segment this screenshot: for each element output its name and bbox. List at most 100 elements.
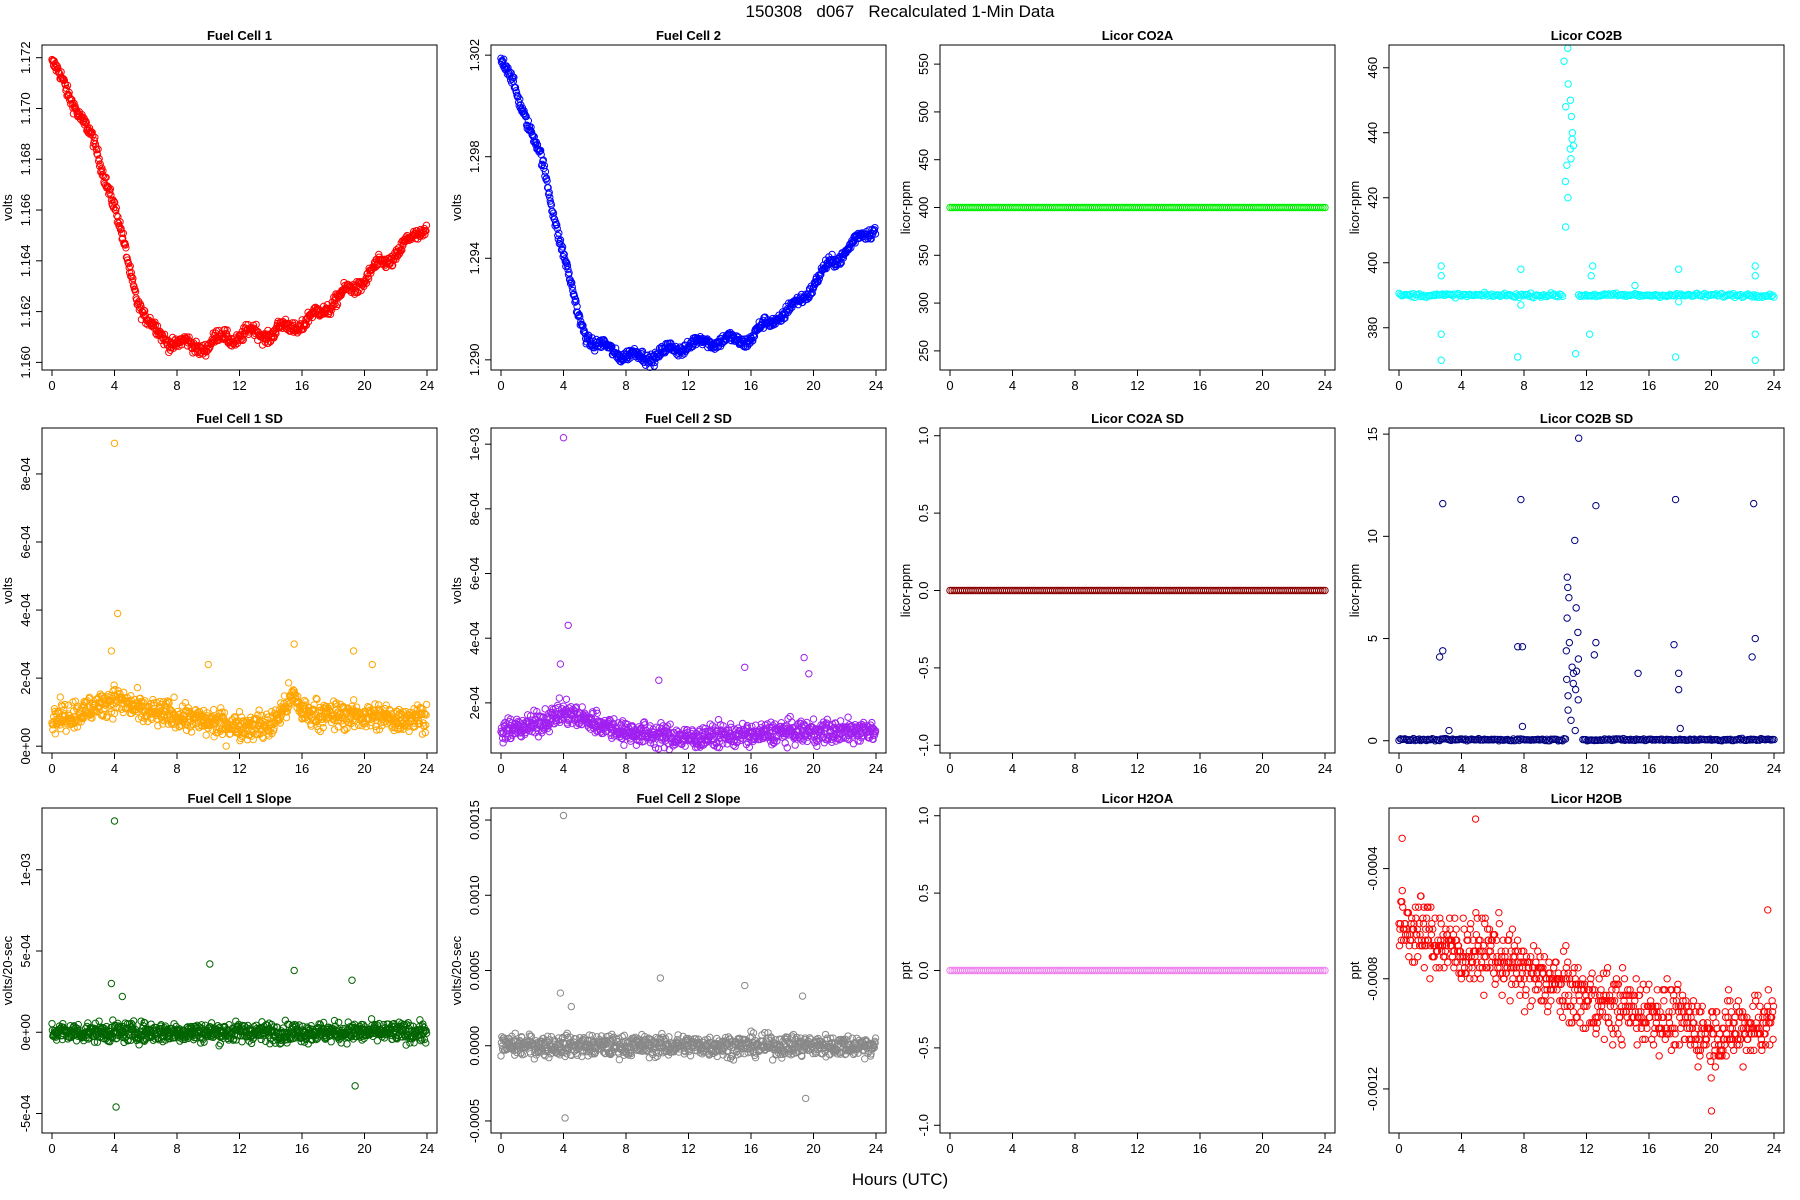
data-point [389,261,397,269]
y-axis-label: licor-ppm [898,564,913,617]
y-tick-label: 1.160 [18,346,33,379]
data-point [1563,614,1571,622]
x-tick-label: 16 [1193,761,1207,776]
y-axis-label: volts [0,194,15,221]
data-point [202,731,210,739]
data-point [502,62,511,70]
data-point [1751,634,1759,643]
data-point [125,263,133,272]
data-point [1567,155,1575,163]
y-tick-label: 5e-04 [18,934,33,967]
y-tick-label: 550 [916,53,931,75]
data-point [1435,653,1444,661]
data-point [349,647,358,655]
data-point [146,313,154,322]
x-tick-label: 12 [232,1141,246,1156]
data-point [421,230,429,239]
data-point [534,733,543,741]
data-point [128,273,136,281]
y-axis-label: volts [0,577,15,604]
data-point [569,290,578,299]
data-point [1574,655,1583,663]
data-point [1567,716,1575,724]
data-point [65,88,73,97]
data-point [568,279,576,287]
data-point [572,297,580,306]
x-tick-label: 20 [357,1141,371,1156]
data-point [94,145,102,153]
data-point [1562,647,1571,655]
panel-title: Fuel Cell 1 Slope [187,791,291,806]
data-point [1589,262,1597,270]
y-tick-label: 0e+00 [18,1014,33,1051]
data-point [809,715,818,723]
data-point [1571,536,1579,545]
x-tick-label: 24 [1767,761,1781,776]
data-point [1564,44,1572,52]
x-tick-label: 20 [1255,378,1269,393]
data-point [1565,638,1574,647]
x-tick-label: 8 [1520,378,1527,393]
data-point [1571,726,1579,735]
data-point [112,206,120,215]
x-tick-label: 16 [1193,378,1207,393]
data-point [329,301,337,309]
y-tick-label: 4e-04 [467,622,482,655]
x-tick-label: 16 [1642,761,1656,776]
data-point [362,279,371,287]
data-point [568,283,576,291]
y-axis-label: volts [449,577,464,604]
data-point [122,244,130,252]
x-tick-label: 8 [1520,761,1527,776]
data-point [1587,272,1595,280]
data-point [1439,647,1447,655]
y-tick-label: 0.5 [916,504,931,522]
x-tick-label: 24 [869,761,883,776]
data-point [327,306,336,314]
panel-title: Fuel Cell 1 [207,28,272,43]
x-tick-label: 20 [806,378,820,393]
data-point [1567,112,1576,121]
data-point [836,717,845,725]
data-point [170,693,178,701]
x-tick-label: 4 [111,1141,118,1156]
x-tick-label: 16 [744,378,758,393]
data-point [1560,57,1568,65]
data-point [222,742,230,750]
data-point [1571,350,1580,358]
data-point [499,55,508,63]
data-point [1751,330,1759,338]
data-point [1749,499,1758,508]
data-point [781,314,789,322]
data-point [95,1017,103,1025]
x-tick-label: 0 [946,761,953,776]
plot-frame [41,44,438,371]
y-tick-label: 5 [1365,635,1380,642]
x-tick-label: 12 [232,378,246,393]
data-point [1568,135,1576,143]
data-point [333,300,342,309]
x-tick-label: 24 [420,378,434,393]
x-tick-label: 12 [681,378,695,393]
x-tick-label: 12 [1130,378,1144,393]
x-tick-label: 20 [357,378,371,393]
data-point [655,676,663,684]
data-point [1676,724,1684,733]
data-point [1572,604,1580,612]
x-tick-label: 4 [560,761,567,776]
data-point [1674,669,1683,677]
data-point [1751,356,1759,364]
data-point [1437,330,1445,338]
data-point [1751,262,1759,270]
x-tick-label: 0 [48,761,55,776]
y-axis-label: licor-ppm [1347,564,1362,617]
y-axis-label: licor-ppm [898,181,913,234]
x-tick-label: 4 [111,378,118,393]
data-point [96,160,104,168]
panel-title: Fuel Cell 2 SD [645,411,732,426]
data-point [1437,262,1445,270]
